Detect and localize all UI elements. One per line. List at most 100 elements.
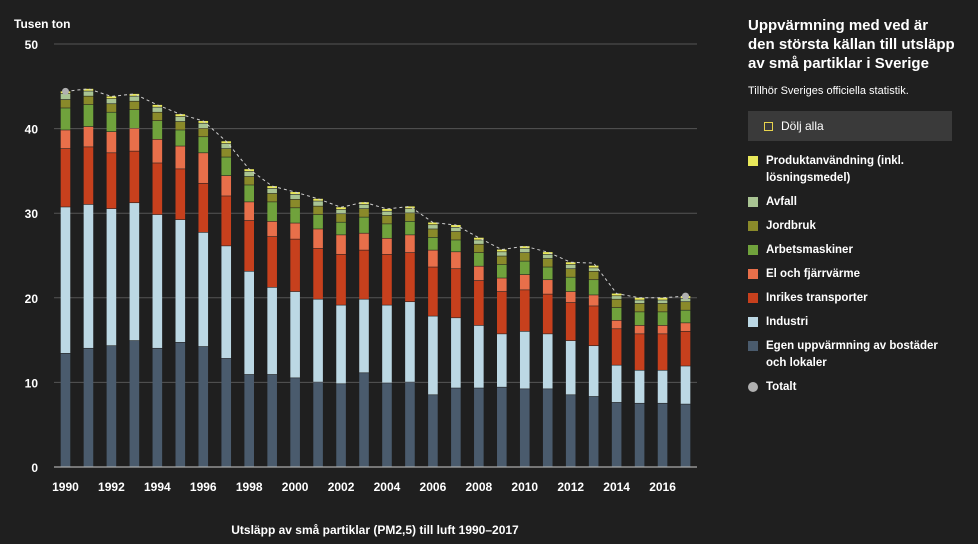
bar-segment[interactable]: [152, 163, 163, 215]
bar-segment[interactable]: [634, 325, 645, 334]
bar-segment[interactable]: [565, 277, 576, 292]
bar-segment[interactable]: [474, 280, 484, 326]
bar-segment[interactable]: [451, 318, 461, 388]
bar-segment[interactable]: [497, 291, 507, 334]
bar-segment[interactable]: [474, 244, 484, 253]
bar-segment[interactable]: [405, 221, 415, 235]
bar-segment[interactable]: [267, 188, 277, 194]
bar-segment[interactable]: [244, 169, 254, 172]
bar-segment[interactable]: [313, 201, 323, 206]
bar-segment[interactable]: [336, 209, 346, 214]
bar-segment[interactable]: [542, 267, 553, 280]
legend-item[interactable]: Avfall: [748, 194, 958, 211]
bar-segment[interactable]: [290, 208, 300, 223]
bar-segment[interactable]: [290, 291, 300, 378]
bar-segment[interactable]: [428, 225, 438, 229]
bar-segment[interactable]: [611, 402, 622, 467]
bar-segment[interactable]: [83, 126, 94, 147]
bar-segment[interactable]: [565, 302, 576, 341]
bar-segment[interactable]: [451, 227, 461, 232]
bar-segment[interactable]: [175, 121, 186, 130]
bar-segment[interactable]: [359, 208, 369, 217]
bar-segment[interactable]: [221, 196, 232, 246]
bar-segment[interactable]: [290, 378, 300, 467]
bar-segment[interactable]: [106, 208, 117, 346]
bar-segment[interactable]: [497, 252, 507, 256]
bar-segment[interactable]: [359, 373, 369, 467]
legend-item[interactable]: Arbetsmaskiner: [748, 242, 958, 259]
bar-segment[interactable]: [680, 298, 691, 302]
bar-segment[interactable]: [106, 131, 117, 153]
bar-segment[interactable]: [175, 146, 186, 169]
bar-segment[interactable]: [657, 325, 668, 334]
bar-segment[interactable]: [519, 248, 530, 253]
bar-segment[interactable]: [497, 249, 507, 252]
bar-segment[interactable]: [542, 334, 553, 389]
bar-segment[interactable]: [428, 222, 438, 225]
bar-segment[interactable]: [588, 396, 599, 467]
bar-segment[interactable]: [657, 334, 668, 370]
bar-segment[interactable]: [565, 262, 576, 265]
bar-segment[interactable]: [680, 366, 691, 404]
bar-segment[interactable]: [290, 239, 300, 292]
bar-segment[interactable]: [451, 225, 461, 227]
bar-segment[interactable]: [336, 305, 346, 384]
bar-segment[interactable]: [359, 202, 369, 205]
bar-segment[interactable]: [106, 346, 117, 467]
bar-segment[interactable]: [244, 202, 254, 221]
bar-segment[interactable]: [60, 93, 71, 100]
bar-segment[interactable]: [60, 108, 71, 130]
bar-segment[interactable]: [129, 128, 140, 151]
bar-segment[interactable]: [336, 254, 346, 305]
bar-segment[interactable]: [542, 280, 553, 294]
bar-segment[interactable]: [474, 388, 484, 467]
bar-segment[interactable]: [405, 208, 415, 213]
bar-segment[interactable]: [336, 384, 346, 467]
bar-segment[interactable]: [405, 382, 415, 467]
bar-segment[interactable]: [565, 269, 576, 277]
bar-segment[interactable]: [221, 141, 232, 144]
bar-segment[interactable]: [565, 340, 576, 395]
bar-segment[interactable]: [519, 261, 530, 275]
bar-segment[interactable]: [83, 147, 94, 205]
bar-segment[interactable]: [221, 175, 232, 196]
bar-segment[interactable]: [497, 334, 507, 387]
bar-segment[interactable]: [313, 206, 323, 215]
bar-segment[interactable]: [152, 348, 163, 467]
bar-segment[interactable]: [428, 237, 438, 250]
bar-segment[interactable]: [451, 269, 461, 318]
bar-segment[interactable]: [129, 93, 140, 96]
bar-segment[interactable]: [680, 331, 691, 366]
bar-segment[interactable]: [175, 114, 186, 117]
bar-segment[interactable]: [359, 204, 369, 209]
legend-item[interactable]: Industri: [748, 314, 958, 331]
bar-segment[interactable]: [405, 252, 415, 302]
bar-segment[interactable]: [290, 192, 300, 194]
bar-segment[interactable]: [83, 348, 94, 467]
bar-segment[interactable]: [474, 240, 484, 244]
bar-segment[interactable]: [588, 280, 599, 295]
bar-segment[interactable]: [244, 176, 254, 185]
bar-segment[interactable]: [405, 213, 415, 222]
bar-segment[interactable]: [267, 202, 277, 222]
bar-segment[interactable]: [634, 370, 645, 403]
bar-segment[interactable]: [611, 293, 622, 296]
bar-segment[interactable]: [198, 128, 209, 137]
bar-segment[interactable]: [152, 120, 163, 139]
bar-segment[interactable]: [405, 206, 415, 209]
bar-segment[interactable]: [405, 235, 415, 253]
bar-segment[interactable]: [565, 264, 576, 269]
bar-segment[interactable]: [221, 157, 232, 176]
bar-segment[interactable]: [497, 256, 507, 265]
bar-segment[interactable]: [152, 107, 163, 112]
bar-segment[interactable]: [657, 370, 668, 403]
bar-segment[interactable]: [680, 323, 691, 332]
bar-segment[interactable]: [588, 271, 599, 280]
bar-segment[interactable]: [60, 353, 71, 467]
bar-segment[interactable]: [359, 233, 369, 250]
bar-segment[interactable]: [657, 300, 668, 304]
bar-segment[interactable]: [588, 265, 599, 268]
bar-segment[interactable]: [267, 186, 277, 189]
bar-segment[interactable]: [634, 297, 645, 300]
bar-segment[interactable]: [359, 217, 369, 233]
